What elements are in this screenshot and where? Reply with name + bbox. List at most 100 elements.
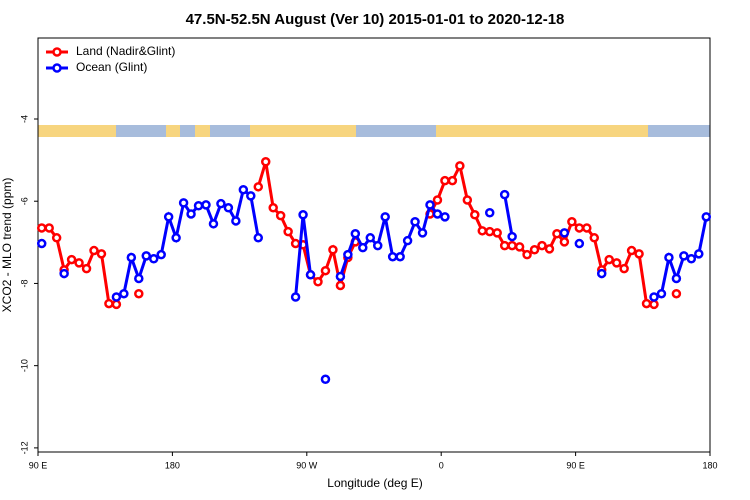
data-point [499, 189, 510, 200]
data-point [208, 219, 219, 229]
data-point [425, 200, 435, 210]
data-point [544, 244, 555, 254]
land-mask-strip [38, 125, 710, 137]
data-point [410, 217, 420, 227]
data-point [701, 212, 712, 222]
data-point [111, 292, 122, 302]
data-point [335, 271, 346, 282]
data-point [596, 268, 607, 279]
data-point [365, 233, 376, 243]
data-point [328, 244, 338, 255]
data-point [432, 209, 443, 219]
data-point [223, 203, 234, 213]
y-tick-label: -4 [19, 115, 29, 123]
data-point [372, 240, 383, 251]
data-point [522, 249, 532, 260]
data-point [260, 156, 271, 167]
data-point [305, 270, 316, 280]
y-axis-label: XCO2 - MLO trend (ppm) [0, 178, 14, 313]
data-point [559, 237, 570, 247]
x-tick-label: 90 W [296, 460, 318, 470]
data-point [656, 288, 667, 299]
data-point [36, 223, 47, 233]
data-point [350, 228, 361, 239]
data-point [387, 251, 398, 262]
data-point [679, 251, 689, 261]
data-point [201, 200, 211, 210]
data-point [320, 265, 331, 276]
data-point [574, 223, 585, 233]
data-point [51, 233, 62, 243]
data-point [567, 217, 577, 227]
data-point [163, 212, 174, 222]
legend-label: Land (Nadir&Glint) [76, 44, 175, 58]
data-point [358, 242, 368, 253]
data-point [537, 240, 547, 251]
data-point [686, 254, 697, 264]
y-tick-label: -8 [19, 279, 29, 287]
data-point [470, 210, 480, 220]
data-point [290, 292, 301, 302]
data-point [574, 238, 585, 249]
data-point [455, 161, 465, 171]
data-point [462, 195, 473, 205]
data-point [186, 209, 196, 219]
data-point [395, 251, 405, 262]
x-tick-label: 0 [439, 460, 444, 470]
data-point [96, 249, 107, 259]
data-point [559, 228, 570, 238]
data-point [320, 374, 331, 384]
data-point [313, 277, 323, 287]
data-point [171, 233, 181, 243]
data-point [119, 288, 129, 299]
data-point [66, 254, 77, 265]
data-point [649, 299, 659, 310]
x-tick-label: 180 [165, 460, 180, 470]
data-point [74, 258, 84, 268]
data-point [619, 263, 629, 274]
data-point [148, 254, 159, 264]
data-point [604, 254, 614, 265]
data-point [253, 233, 264, 243]
data-point [507, 231, 517, 242]
data-point [335, 280, 346, 291]
data-point [141, 251, 152, 261]
legend-symbol [52, 47, 62, 57]
data-point [298, 210, 308, 220]
data-point [440, 212, 450, 222]
data-point [484, 226, 495, 237]
data-point [44, 223, 54, 233]
data-point [268, 203, 278, 213]
data-point [134, 288, 144, 299]
data-point [552, 228, 562, 239]
data-point [104, 298, 114, 309]
data-point [59, 268, 69, 279]
data-point [664, 252, 674, 263]
data-point [126, 252, 137, 263]
data-point [499, 240, 510, 251]
y-tick-label: -10 [19, 359, 29, 372]
y-tick-label: -6 [19, 197, 29, 205]
x-tick-label: 90 E [29, 460, 48, 470]
chart-title: 47.5N-52.5N August (Ver 10) 2015-01-01 t… [186, 11, 565, 28]
data-point [484, 207, 495, 218]
data-point [611, 258, 622, 268]
data-point [671, 273, 682, 284]
legend-label: Ocean (Glint) [76, 60, 147, 74]
data-point [253, 182, 264, 192]
legend-symbol [52, 63, 62, 73]
data-point [589, 233, 600, 243]
data-point [432, 195, 443, 205]
data-point [275, 210, 286, 221]
data-point [283, 226, 293, 237]
data-point [402, 235, 413, 246]
data-point [238, 184, 249, 195]
data-point [529, 244, 540, 255]
data-point [694, 249, 704, 259]
x-axis-label: Longitude (deg E) [327, 476, 422, 490]
data-point [246, 191, 256, 201]
data-point [156, 249, 166, 260]
data-point [193, 200, 204, 211]
data-point [111, 299, 122, 310]
